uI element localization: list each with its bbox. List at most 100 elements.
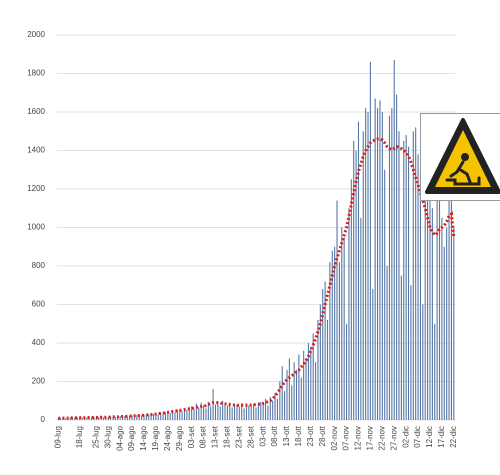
bar [288, 358, 290, 420]
x-tick-label: 27-nov [389, 426, 398, 450]
bar [334, 246, 336, 420]
bar [403, 140, 405, 420]
bar [167, 411, 169, 420]
bar [353, 140, 355, 420]
bar [188, 406, 190, 420]
bar [355, 150, 357, 420]
y-tick-label: 1800 [27, 69, 45, 78]
bar [126, 416, 128, 420]
bar [346, 323, 348, 420]
x-tick-label: 03-ott [258, 425, 267, 446]
bar [257, 402, 259, 420]
bar [205, 408, 207, 420]
x-tick-label: 13-ott [282, 425, 291, 446]
bar [367, 112, 369, 420]
bar [155, 413, 157, 420]
bar [276, 398, 278, 420]
bar [300, 377, 302, 420]
bar [279, 381, 281, 420]
bar [219, 406, 221, 420]
bar [434, 323, 436, 420]
bar [441, 217, 443, 420]
x-tick-label: 09-lug [53, 426, 62, 448]
bar [150, 414, 152, 420]
bar [448, 192, 450, 420]
bar [253, 403, 255, 420]
bar [198, 407, 200, 420]
bar [307, 343, 309, 420]
bar [217, 401, 219, 420]
bar [88, 418, 90, 420]
bar [200, 402, 202, 420]
bar [450, 200, 452, 420]
bar [255, 407, 257, 420]
bar [162, 413, 164, 420]
bar [310, 346, 312, 420]
bar [69, 417, 71, 420]
bar [336, 200, 338, 420]
bar [195, 403, 197, 420]
bar [214, 404, 217, 420]
bar [274, 393, 276, 420]
y-tick-label: 600 [32, 300, 46, 309]
bar [295, 369, 298, 420]
bar [393, 60, 395, 421]
x-tick-label: 18-set [223, 425, 232, 448]
bar [164, 412, 166, 420]
y-tick-label: 800 [32, 261, 46, 270]
bar [264, 398, 267, 420]
bar [238, 406, 240, 420]
bar [391, 108, 393, 421]
bar [148, 414, 150, 420]
x-tick-label: 22-nov [377, 426, 386, 450]
x-tick-label: 12-dic [425, 426, 434, 448]
x-tick-label: 23-set [234, 425, 243, 448]
bar [331, 250, 333, 420]
bar [376, 108, 379, 421]
bar [183, 408, 186, 420]
bar [281, 366, 283, 420]
bar [272, 400, 274, 420]
bar [136, 414, 138, 420]
bar [74, 417, 76, 420]
bar [341, 227, 343, 420]
bar [360, 217, 362, 420]
bar [60, 418, 62, 420]
bar [417, 154, 419, 420]
bar [129, 415, 131, 420]
bar [388, 115, 391, 420]
bar [169, 413, 171, 420]
bar [338, 262, 340, 420]
bar [269, 396, 271, 420]
bar [107, 417, 109, 420]
bar [317, 319, 319, 420]
y-tick-label: 1600 [27, 107, 45, 116]
bar [243, 408, 245, 420]
bar [431, 208, 433, 420]
bar [102, 417, 105, 420]
bar [110, 416, 112, 420]
bar [121, 416, 124, 420]
bar [86, 417, 88, 420]
bar [438, 189, 441, 420]
bar [181, 411, 183, 420]
bar [284, 391, 286, 420]
bar [224, 403, 226, 420]
x-tick-label: 18-lug [75, 426, 84, 448]
bar [262, 404, 264, 420]
bar [141, 415, 143, 420]
bar [241, 403, 243, 420]
bar [152, 413, 155, 420]
bar [267, 405, 269, 420]
bar [372, 289, 374, 420]
bar [112, 417, 114, 420]
bar [365, 108, 367, 421]
x-tick-label: 28-set [246, 425, 255, 448]
y-tick-label: 1200 [27, 184, 45, 193]
bar [386, 266, 388, 420]
x-tick-label: 07-nov [342, 426, 351, 450]
x-tick-label: 09-ago [127, 425, 136, 450]
bar [319, 304, 321, 420]
y-tick-label: 1400 [27, 146, 45, 155]
bar [405, 135, 407, 420]
